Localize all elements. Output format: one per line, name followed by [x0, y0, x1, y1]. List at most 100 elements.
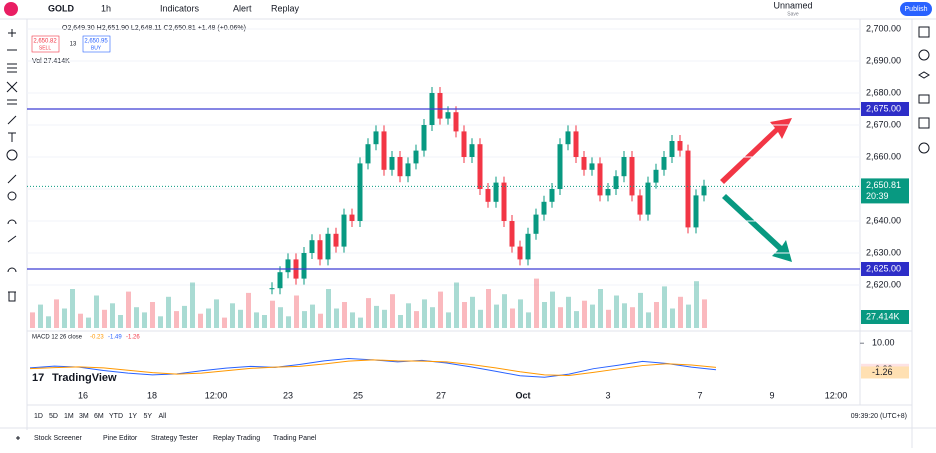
- projection-tool[interactable]: [7, 99, 17, 105]
- volume-bar: [558, 307, 563, 328]
- ideas-icon[interactable]: [918, 142, 930, 154]
- candle: [493, 182, 499, 202]
- macd-tick-label: -1.26: [872, 367, 893, 377]
- bottom-tab[interactable]: Pine Editor: [103, 435, 138, 442]
- candle: [701, 185, 707, 196]
- publish-button[interactable]: [900, 2, 932, 16]
- time-label: 25: [353, 390, 363, 400]
- range-button[interactable]: 5D: [49, 413, 58, 420]
- brand-logo: 17: [32, 372, 44, 384]
- volume-bar: [102, 309, 107, 328]
- magnet-tool[interactable]: [7, 219, 17, 225]
- text-tool[interactable]: [8, 132, 16, 142]
- time-label: 9: [769, 390, 774, 400]
- volume-bar: [478, 309, 483, 328]
- candle: [373, 131, 379, 145]
- pattern-tool[interactable]: [6, 81, 18, 93]
- notes-icon[interactable]: [918, 117, 930, 129]
- range-button[interactable]: 5Y: [144, 413, 153, 420]
- avatar[interactable]: [4, 2, 18, 16]
- bottom-tab[interactable]: Trading Panel: [273, 435, 317, 442]
- candle: [517, 246, 523, 260]
- volume-bar: [686, 304, 691, 328]
- time-label: 18: [147, 390, 157, 400]
- volume-bar: [678, 296, 683, 328]
- range-button[interactable]: YTD: [109, 413, 123, 420]
- volume-bar: [534, 278, 539, 328]
- range-button[interactable]: 1Y: [129, 413, 138, 420]
- volume-bar: [566, 296, 571, 328]
- volume-bar: [118, 315, 123, 328]
- measure-tool[interactable]: [7, 174, 17, 184]
- candle: [645, 182, 651, 215]
- signal-line: [29, 359, 717, 376]
- time-label: 23: [283, 390, 293, 400]
- volume-bar: [166, 296, 171, 328]
- time-label: 12:00: [205, 390, 228, 400]
- volume-bar: [150, 302, 155, 328]
- crosshair-tool[interactable]: [8, 29, 16, 37]
- price-tick-label: 2,680.00: [866, 87, 901, 97]
- candle: [285, 259, 291, 273]
- ohlc: O2,649.30 H2,651.90 L2,648.11 C2,650.81 …: [62, 25, 246, 32]
- bottom-tab[interactable]: Strategy Tester: [151, 435, 199, 442]
- layout-name[interactable]: Unnamed: [773, 0, 812, 10]
- range-button[interactable]: 1D: [34, 413, 43, 420]
- layers-icon[interactable]: [918, 71, 930, 79]
- range-button[interactable]: 3M: [79, 413, 89, 420]
- fib-tool[interactable]: [7, 63, 17, 73]
- volume-bar: [246, 292, 251, 328]
- volume-bar: [390, 294, 395, 328]
- volume-bar: [606, 309, 611, 328]
- save-label[interactable]: Save: [787, 11, 799, 17]
- alerts-icon[interactable]: [918, 49, 930, 61]
- volume-bar: [694, 281, 699, 328]
- symbol[interactable]: GOLD: [48, 3, 74, 13]
- buy-label[interactable]: BUY: [91, 45, 102, 51]
- volume-bar: [270, 300, 275, 328]
- sell-label[interactable]: SELL: [39, 45, 51, 51]
- buy-price[interactable]: 2,650.95: [84, 39, 108, 45]
- zoom-tool[interactable]: [7, 191, 17, 201]
- candle: [573, 131, 579, 157]
- volume-bar: [454, 282, 459, 328]
- last-price-label: 2,650.81: [866, 180, 901, 190]
- sell-box[interactable]: [31, 35, 60, 53]
- alert-button[interactable]: Alert: [233, 3, 252, 13]
- time-label: 7: [697, 390, 702, 400]
- candle: [581, 157, 587, 170]
- candle: [637, 195, 643, 215]
- bottom-tab[interactable]: Replay Trading: [213, 435, 260, 442]
- volume-bar: [446, 312, 451, 328]
- candle: [557, 144, 563, 189]
- lock-tool[interactable]: [7, 235, 17, 243]
- buy-box[interactable]: [82, 35, 111, 53]
- eye-tool[interactable]: [7, 267, 17, 273]
- volume-bar: [654, 302, 659, 328]
- indicators-button[interactable]: Indicators: [160, 3, 200, 13]
- volume-bar: [550, 291, 555, 328]
- volume-bar: [94, 295, 99, 328]
- collapse-icon[interactable]: [16, 436, 20, 440]
- candle: [397, 157, 403, 177]
- volume-bar: [646, 312, 651, 328]
- volume-bar: [206, 308, 211, 328]
- countdown: 20:39: [866, 191, 889, 201]
- calendar-icon[interactable]: [918, 94, 930, 104]
- trash-tool[interactable]: [8, 291, 16, 302]
- interval[interactable]: 1h: [101, 3, 111, 13]
- range-button[interactable]: All: [159, 413, 167, 420]
- emoji-tool[interactable]: [6, 149, 18, 161]
- replay-button[interactable]: Replay: [271, 3, 300, 13]
- range-button[interactable]: 6M: [94, 413, 104, 420]
- brush-tool[interactable]: [7, 115, 17, 125]
- sell-price[interactable]: 2,650.82: [33, 39, 57, 45]
- price-tick-label: 2,630.00: [866, 247, 901, 257]
- watchlist-icon[interactable]: [918, 26, 930, 38]
- bottom-tab[interactable]: Stock Screener: [34, 435, 83, 442]
- range-button[interactable]: 1M: [64, 413, 74, 420]
- volume-bar: [214, 299, 219, 328]
- candle: [309, 240, 315, 253]
- publish-label[interactable]: Publish: [905, 6, 928, 13]
- volume-bar: [78, 313, 83, 328]
